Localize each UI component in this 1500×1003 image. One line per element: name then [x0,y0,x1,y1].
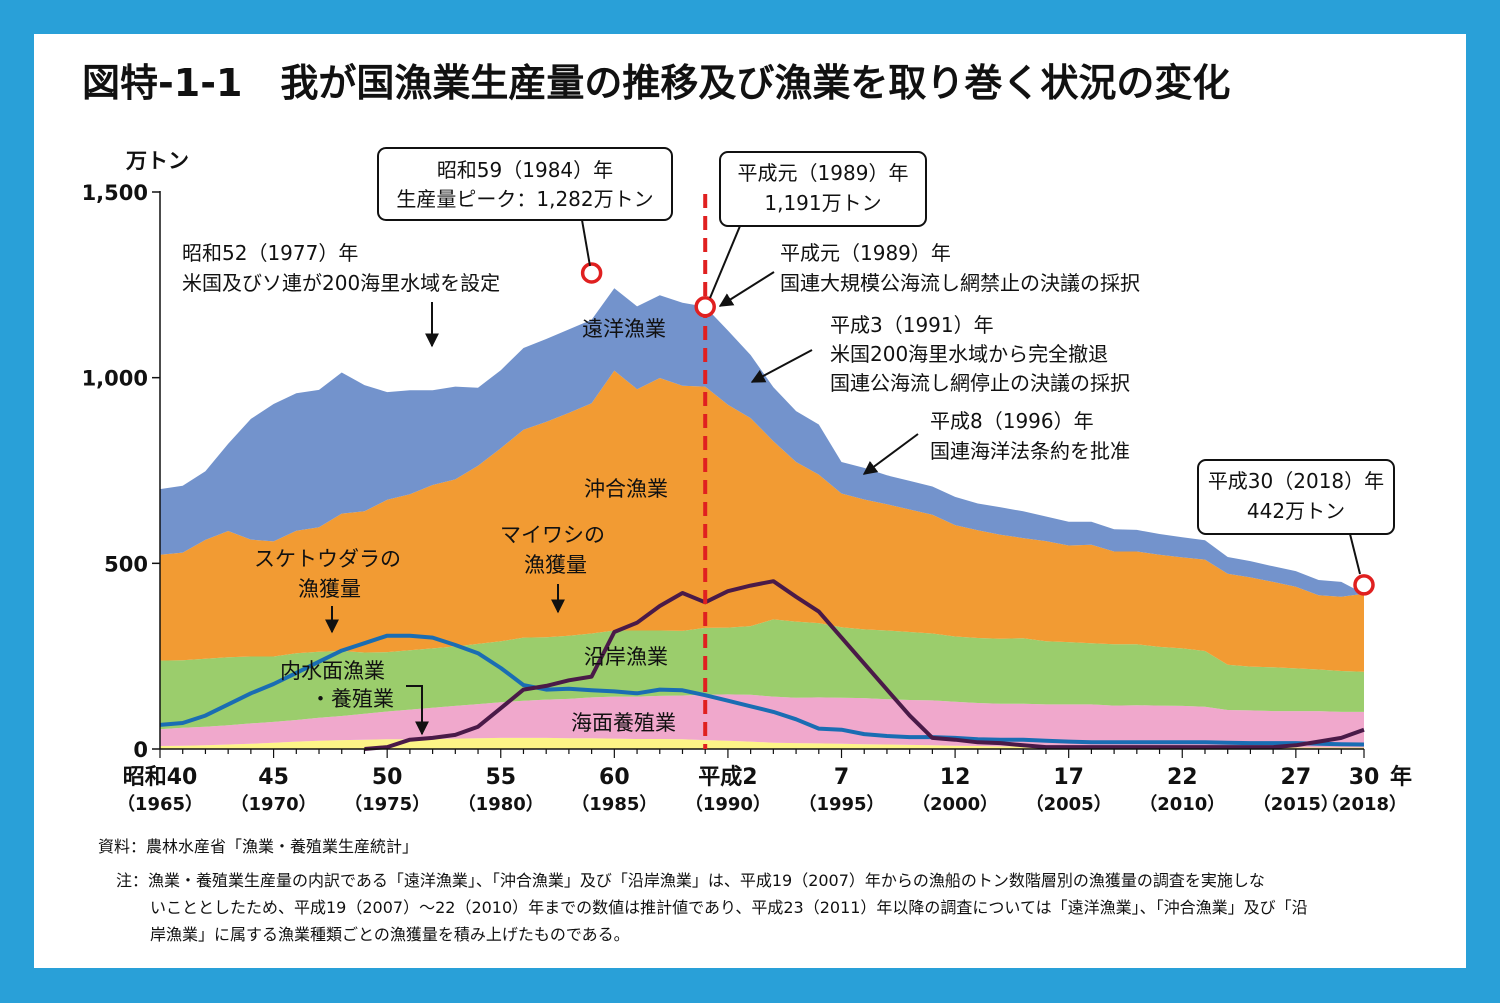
area-offshore [160,370,1364,672]
arrow-inland [406,685,429,736]
ann-h3-1: 平成3（1991）年 [830,313,994,337]
area-distant_water [160,288,1364,597]
x-tick-label: 7 [834,765,849,790]
x-tick-label: 50 [372,765,403,790]
x-tick-label: 22 [1167,765,1198,790]
x-ticks: 昭和40 （1965） 45 （1970） 50 （1975） 55 （1980） 60 （198… [117,749,1407,815]
x-tick-sublabel: （1995） [798,794,884,815]
arrow-h8 [862,433,919,475]
note-line-3: 岸漁業」に属する漁業種類ごとの漁獲量を積み上げたものである。 [150,925,630,944]
label-offshore: 沖合漁業 [584,477,668,501]
label-inland-1: 内水面漁業 [280,659,385,683]
chart-title: 図特-1-1 我が国漁業生産量の推移及び漁業を取り巻く状況の変化 [82,61,1230,105]
y-tick-label: 500 [104,552,148,576]
note-line-1: 注：漁業・養殖業生産量の内訳である「遠洋漁業」、「沖合漁業」及び「沿岸漁業」は、… [116,871,1265,890]
label-pollock-1: スケトウダラの [254,547,401,571]
ann-h1-2: 国連大規模公海流し網禁止の決議の採択 [780,271,1140,295]
marker-1989 [694,295,716,318]
marker-2018 [1353,574,1375,596]
line-pollock_line [159,633,1365,747]
y-tick-label: 0 [133,738,148,762]
callout-2018: 平成30（2018）年 442万トン [1197,459,1395,575]
x-tick-label: 12 [940,765,971,790]
overlay-lines [159,579,1365,751]
x-tick-label: 17 [1053,765,1084,790]
y-axis-unit: 万トン [125,149,189,173]
y-tick-label: 1,000 [82,367,148,391]
x-tick-sublabel: （2000） [912,794,998,815]
source-note: 資料：農林水産省「漁業・養殖業生産統計」 [98,837,418,856]
x-tick-sublabel: （2010） [1139,794,1225,815]
x-tick-sublabel: （1990） [685,794,771,815]
label-coastal: 沿岸漁業 [584,645,668,669]
note-line-2: いこととしたため、平成19（2007）～22（2010）年までの数値は推計値であ… [150,898,1308,917]
ann-h3-3: 国連公海流し網停止の決議の採択 [830,371,1130,395]
x-tick-sublabel: （1985） [571,794,657,815]
svg-text:1,191万トン: 1,191万トン [764,191,881,215]
chart-svg: 図特-1-1 我が国漁業生産量の推移及び漁業を取り巻く状況の変化 0 500 1,0… [82,61,1412,944]
line-sardine_line [364,579,1365,751]
x-axis-unit: 年 [1390,764,1412,790]
x-tick-sublabel: （1970） [231,794,317,815]
svg-text:平成30（2018）年: 平成30（2018）年 [1208,469,1384,493]
x-tick-sublabel: （2018） [1321,794,1407,815]
ann-h1-1: 平成元（1989）年 [780,241,951,265]
label-marine-aquaculture: 海面養殖業 [571,711,676,735]
svg-text:生産量ピーク：1,282万トン: 生産量ピーク：1,282万トン [396,187,653,211]
x-tick-label: 45 [258,765,289,790]
x-tick-sublabel: （1980） [458,794,544,815]
x-tick-sublabel: （1975） [344,794,430,815]
chart-panel: 図特-1-1 我が国漁業生産量の推移及び漁業を取り巻く状況の変化 0 500 1,0… [34,34,1466,968]
arrow-h3 [750,349,813,383]
callout-1989: 平成元（1989）年 1,191万トン [709,151,927,299]
callout-peak-1984: 昭和59（1984）年 生産量ピーク：1,282万トン [377,147,673,267]
x-tick-sublabel: （2005） [1026,794,1112,815]
ann-s52-1: 昭和52（1977）年 [182,241,358,265]
svg-text:442万トン: 442万トン [1247,499,1345,523]
label-sardine-1: マイワシの [500,523,605,547]
ann-h8-1: 平成8（1996）年 [930,409,1094,433]
y-ticks: 0 500 1,000 1,500 [82,181,160,762]
peak-marker-1984 [580,262,603,284]
x-tick-label: 平成2 [698,765,757,790]
ann-s52-2: 米国及びソ連が200海里水域を設定 [182,271,500,295]
x-tick-label: 60 [599,765,630,790]
svg-text:平成元（1989）年: 平成元（1989）年 [738,161,909,185]
x-tick-label: 30 [1349,765,1380,790]
label-inland-2: ・養殖業 [310,687,394,711]
x-tick-label: 昭和40 [123,765,198,790]
label-sardine-2: 漁獲量 [524,553,587,577]
x-tick-label: 27 [1281,765,1312,790]
area-inland [160,737,1364,749]
x-tick-label: 55 [485,765,516,790]
x-tick-sublabel: （2015） [1253,794,1339,815]
ann-h8-2: 国連海洋法条約を批准 [930,439,1130,463]
svg-text:昭和59（1984）年: 昭和59（1984）年 [437,158,613,182]
y-tick-label: 1,500 [82,181,148,205]
label-distant: 遠洋漁業 [582,317,666,341]
arrow-h1 [718,271,775,307]
x-tick-sublabel: （1965） [117,794,203,815]
ann-h3-2: 米国200海里水域から完全撤退 [830,342,1108,366]
label-pollock-2: 漁獲量 [298,577,361,601]
